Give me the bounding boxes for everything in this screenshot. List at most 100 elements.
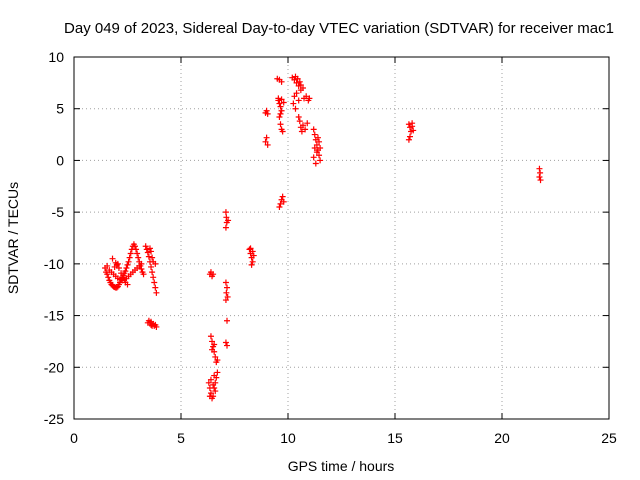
data-point [291,93,298,100]
data-point [293,90,300,97]
data-point [317,145,324,152]
data-point [113,284,120,291]
data-point [224,293,231,300]
data-point [150,274,157,281]
y-tick-label: 10 [48,49,64,65]
y-tick-label: -15 [44,308,64,324]
data-point [125,258,132,265]
data-point [148,318,155,325]
data-point [120,274,127,281]
chart-title: Day 049 of 2023, Sidereal Day-to-day VTE… [64,20,614,37]
data-point [153,289,160,296]
data-point [296,78,303,85]
data-point [134,250,141,257]
data-point [310,126,317,133]
data-point [214,357,221,364]
y-tick-label: 5 [56,101,64,117]
data-point [536,165,543,172]
data-point [145,253,152,260]
data-point [115,264,122,271]
plot-frame [73,56,610,420]
data-point [143,246,150,253]
x-tick-label: 5 [177,430,185,446]
data-point [206,393,213,400]
data-point [152,260,159,267]
data-point [211,341,218,348]
data-point [246,246,253,253]
data-point [224,317,231,324]
data-point [211,372,218,379]
data-point [140,271,147,278]
data-point [151,279,158,286]
data-point [276,113,283,120]
data-point [292,105,299,112]
y-tick-label: -20 [44,359,64,375]
x-tick-label: 20 [494,430,510,446]
data-point [212,388,219,395]
data-point [316,152,323,159]
data-point [293,79,300,86]
data-point [222,224,229,231]
data-point [138,266,145,273]
data-point [222,279,229,286]
x-tick-label: 25 [601,430,617,446]
data-point [146,245,153,252]
data-point [209,273,216,280]
data-point [295,97,302,104]
data-point [133,246,140,253]
y-tick-label: 0 [56,152,64,168]
data-point [124,281,131,288]
gridlines [74,57,609,419]
y-axis-label: SDTVAR / TECUs [5,182,21,294]
data-point [298,128,305,135]
data-point [152,284,159,291]
data-point [109,255,116,262]
data-point [297,81,304,88]
data-point [278,107,285,114]
data-point [214,369,221,376]
data-point [276,203,283,210]
data-point [316,138,323,145]
data-point [405,136,412,143]
x-tick-label: 0 [70,430,78,446]
data-point [297,87,304,94]
data-point [144,319,151,326]
data-point [405,121,412,128]
data-point [277,110,284,117]
data-point [275,97,282,104]
data-point [249,258,256,265]
data-point [225,217,232,224]
x-tick-label: 10 [280,430,296,446]
data-point [248,261,255,268]
data-point [311,131,318,138]
data-point [263,134,270,141]
data-point [410,127,417,134]
data-point [294,75,301,82]
axis-ticks [73,56,610,420]
y-tick-label: -10 [44,256,64,272]
data-points [102,73,544,402]
data-point [209,338,216,345]
data-point [299,122,306,129]
data-point [224,284,231,291]
data-point [105,274,112,281]
data-point [135,254,142,261]
data-point [313,149,320,156]
data-point [249,248,256,255]
y-tick-label: -25 [44,411,64,427]
data-point [123,264,130,271]
data-point [303,93,310,100]
data-point [290,100,297,107]
data-point [212,353,219,360]
data-point [131,243,138,250]
data-point [314,134,321,141]
data-point [209,346,216,353]
data-point [278,96,285,103]
data-point [126,254,133,261]
x-tick-label: 15 [387,430,403,446]
data-point [296,118,303,125]
data-point [291,76,298,83]
x-axis-label: GPS time / hours [288,458,395,474]
data-point [311,145,318,152]
data-point [277,103,284,110]
